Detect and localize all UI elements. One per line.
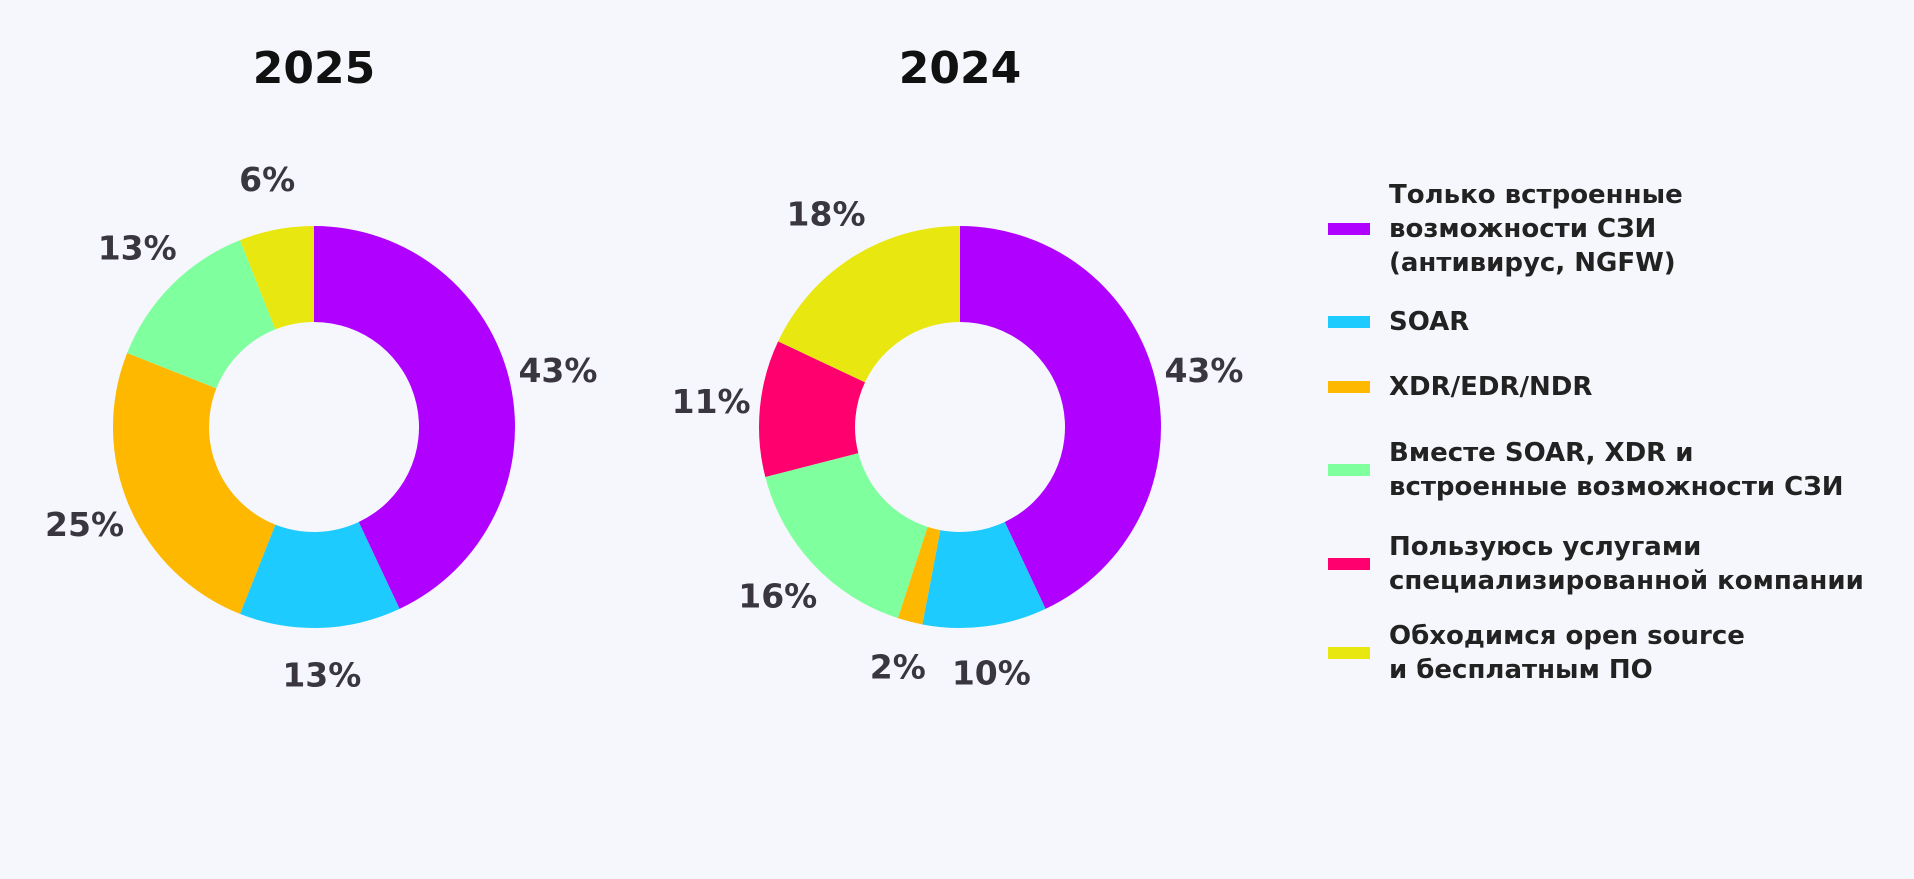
legend-swatch bbox=[1328, 381, 1370, 393]
legend-item: XDR/EDR/NDR bbox=[1328, 370, 1592, 404]
value-label: 11% bbox=[672, 382, 751, 421]
value-label: 13% bbox=[282, 655, 361, 694]
legend-item: SOAR bbox=[1328, 305, 1469, 339]
legend-swatch bbox=[1328, 558, 1370, 570]
value-label: 2% bbox=[870, 648, 926, 687]
donut-slice bbox=[240, 226, 314, 330]
donut-slice bbox=[960, 226, 1161, 609]
donut-slice bbox=[758, 341, 865, 477]
legend-label: XDR/EDR/NDR bbox=[1389, 372, 1593, 402]
legend-item: Обходимся open source и бесплатным ПО bbox=[1328, 619, 1745, 687]
donut-slice bbox=[765, 453, 928, 619]
legend-item: Пользуюсь услугами специализированной ко… bbox=[1328, 530, 1864, 598]
legend-label: Обходимся open source и бесплатным ПО bbox=[1389, 621, 1745, 685]
chart-title: 2025 bbox=[253, 43, 375, 94]
donut-slice bbox=[127, 240, 276, 389]
donut-slice bbox=[922, 522, 1046, 628]
donut-slice bbox=[778, 226, 960, 383]
value-label: 25% bbox=[45, 505, 124, 544]
donut-slice bbox=[113, 353, 276, 614]
legend-label: Вместе SOAR, XDR и встроенные возможност… bbox=[1389, 438, 1844, 502]
legend-swatch bbox=[1328, 464, 1370, 476]
value-label: 10% bbox=[952, 654, 1031, 693]
value-label: 43% bbox=[518, 351, 597, 390]
legend-label: Пользуюсь услугами специализированной ко… bbox=[1389, 532, 1864, 596]
legend-swatch bbox=[1328, 647, 1370, 659]
value-label: 18% bbox=[787, 194, 866, 233]
legend-swatch bbox=[1328, 316, 1370, 328]
legend-swatch bbox=[1328, 223, 1370, 235]
legend-item: Вместе SOAR, XDR и встроенные возможност… bbox=[1328, 436, 1843, 504]
donut-slice bbox=[897, 526, 941, 625]
legend-item: Только встроенные возможности СЗИ (антив… bbox=[1328, 178, 1683, 280]
legend-label: SOAR bbox=[1389, 307, 1470, 337]
chart-title: 2024 bbox=[899, 43, 1021, 94]
value-label: 6% bbox=[239, 160, 295, 199]
value-label: 16% bbox=[738, 577, 817, 616]
donut-slice bbox=[314, 226, 515, 609]
value-label: 13% bbox=[98, 229, 177, 268]
donut-slice bbox=[240, 522, 400, 628]
legend-label: Только встроенные возможности СЗИ (антив… bbox=[1389, 180, 1683, 278]
value-label: 43% bbox=[1164, 351, 1243, 390]
